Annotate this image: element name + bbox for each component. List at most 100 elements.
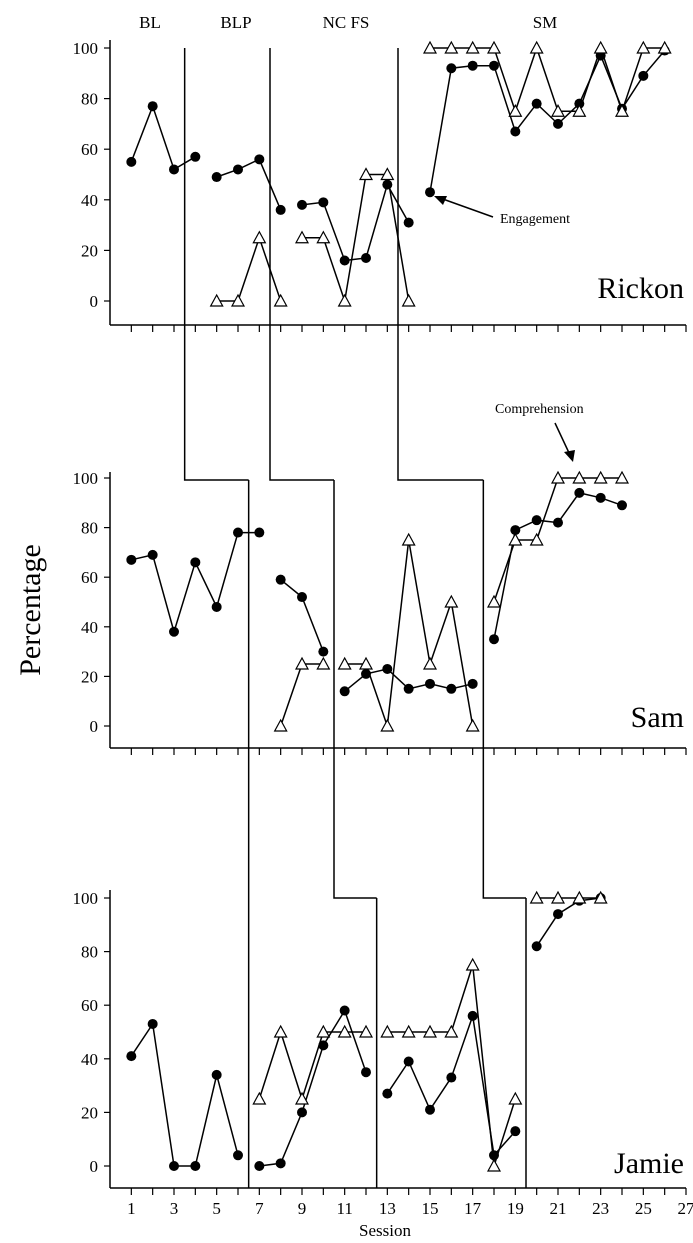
- comprehension-point: [358, 656, 374, 670]
- engagement-point: [489, 634, 499, 645]
- participant-name: Rickon: [597, 272, 684, 305]
- phase-connector: [269, 325, 334, 481]
- x-tick-label: 23: [592, 1199, 609, 1218]
- engagement-point: [553, 118, 563, 129]
- series-line: [258, 1029, 366, 1102]
- comprehension-point: [486, 594, 502, 608]
- comprehension-point: [294, 1091, 310, 1105]
- engagement-point: [275, 204, 286, 215]
- comprehension-point: [529, 890, 544, 904]
- phase-connector: [397, 325, 484, 481]
- x-tick-label: 13: [379, 1199, 396, 1218]
- comprehension-point: [657, 40, 672, 54]
- comprehension-point: [614, 103, 630, 117]
- comprehension-point: [209, 293, 224, 307]
- engagement-point: [126, 1051, 137, 1062]
- engagement-point: [254, 154, 265, 165]
- engagement-point: [233, 164, 243, 175]
- engagement-point: [318, 1040, 329, 1051]
- engagement-point: [617, 500, 627, 511]
- comprehension-point: [508, 103, 523, 117]
- comprehension-point: [337, 656, 352, 670]
- series-line: [216, 158, 282, 211]
- comprehension-point: [444, 594, 459, 608]
- comprehension-point: [550, 103, 566, 117]
- y-tick-label: 60: [81, 568, 98, 587]
- engagement-point: [425, 1104, 435, 1115]
- y-tick-label: 100: [73, 469, 99, 488]
- comprehension-point: [508, 1091, 523, 1105]
- x-tick-label: 17: [464, 1199, 482, 1218]
- comprehension-point: [316, 1024, 331, 1038]
- comprehension-point: [636, 40, 651, 54]
- comprehension-point: [252, 230, 267, 244]
- y-axis-label: Percentage: [14, 544, 47, 676]
- y-tick-label: 100: [73, 889, 99, 908]
- phase-label-nc-fs: NC FS: [323, 13, 370, 32]
- comprehension-point: [422, 656, 438, 670]
- engagement-point: [318, 646, 329, 657]
- engagement-point: [254, 1161, 265, 1171]
- series-line: [493, 492, 623, 640]
- engagement-label: Engagement: [500, 212, 570, 227]
- comprehension-point: [294, 656, 310, 670]
- comprehension-point: [294, 230, 310, 244]
- x-tick-label: 11: [336, 1199, 352, 1218]
- comprehension-point: [550, 890, 566, 904]
- y-tick-label: 40: [81, 1050, 98, 1069]
- engagement-point: [489, 60, 499, 71]
- y-tick-label: 0: [90, 1157, 99, 1176]
- engagement-arrowhead: [434, 196, 447, 205]
- x-axis-label: Session: [359, 1221, 411, 1240]
- engagement-point: [211, 601, 222, 612]
- comprehension-point: [486, 1158, 502, 1172]
- y-tick-label: 80: [81, 519, 98, 538]
- comprehension-point: [593, 40, 608, 54]
- comprehension-point: [529, 532, 544, 546]
- series-line: [429, 50, 666, 193]
- panel-sam: 0 20 40 60 80 100 Sam: [73, 469, 687, 755]
- engagement-point: [126, 156, 137, 167]
- engagement-point: [361, 668, 371, 679]
- engagement-point: [489, 1150, 499, 1161]
- comprehension-point: [316, 656, 331, 670]
- engagement-point: [190, 151, 201, 162]
- engagement-point: [297, 1107, 307, 1118]
- engagement-point: [467, 1010, 478, 1021]
- phase-label-sm: SM: [533, 13, 558, 32]
- comprehension-arrowhead: [564, 450, 575, 462]
- x-tick-label: 19: [507, 1199, 524, 1218]
- y-tick-label: 60: [81, 996, 98, 1015]
- comprehension-point: [316, 230, 331, 244]
- engagement-point: [446, 63, 457, 74]
- series-line: [216, 235, 282, 302]
- engagement-point: [339, 686, 350, 697]
- series-line: [301, 182, 410, 262]
- comprehension-point: [529, 40, 544, 54]
- comprehension-point: [508, 532, 523, 546]
- engagement-point: [147, 549, 158, 560]
- engagement-point: [297, 592, 307, 603]
- engagement-point: [553, 517, 563, 528]
- engagement-point: [531, 515, 542, 526]
- phase-connector: [333, 748, 377, 899]
- engagement-point: [531, 98, 542, 109]
- comprehension-point: [337, 1024, 352, 1038]
- engagement-point: [169, 164, 179, 175]
- comprehension-point: [550, 470, 566, 484]
- engagement-point: [467, 678, 478, 689]
- y-tick-label: 0: [90, 292, 99, 311]
- participant-name: Sam: [631, 701, 684, 734]
- x-tick-label: 7: [255, 1199, 264, 1218]
- engagement-point: [574, 487, 585, 498]
- phase-change-connectors: [183, 325, 526, 899]
- comprehension-point: [486, 40, 502, 54]
- engagement-point: [233, 527, 243, 538]
- comprehension-point: [380, 1024, 395, 1038]
- engagement-point: [275, 574, 286, 585]
- engagement-point: [403, 683, 414, 694]
- engagement-point: [467, 60, 478, 71]
- x-tick-label: 1: [127, 1199, 136, 1218]
- x-tick-label: 25: [635, 1199, 652, 1218]
- comprehension-point: [358, 1024, 374, 1038]
